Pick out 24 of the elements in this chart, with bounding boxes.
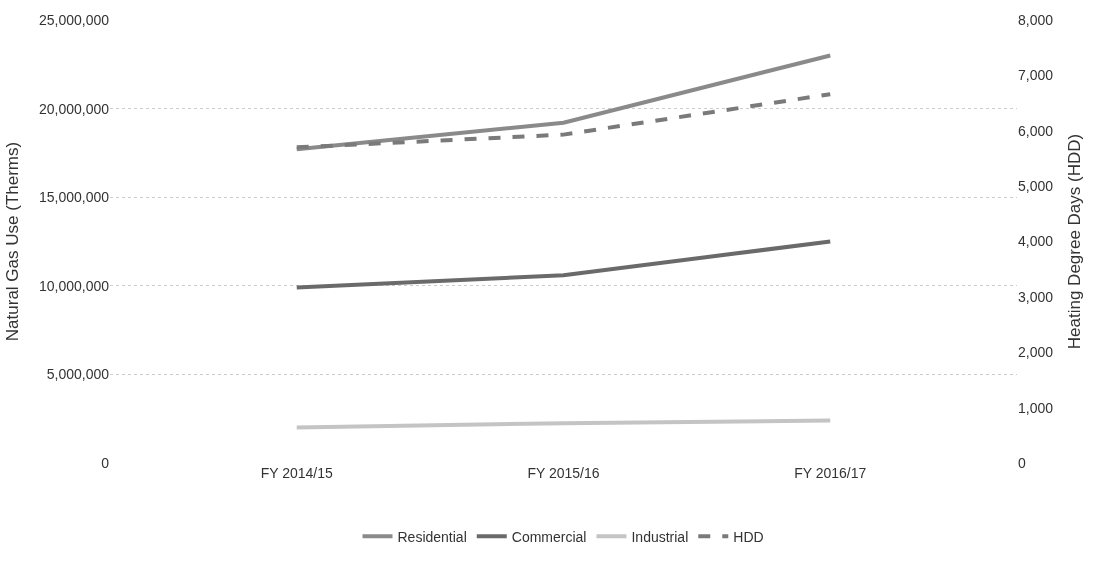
x-tick-label: FY 2016/17	[794, 465, 867, 481]
y-tick-label: 5,000,000	[46, 366, 110, 383]
y-tick-label: 0	[101, 454, 110, 471]
x-tick-label: FY 2014/15	[260, 465, 334, 481]
legend-label: Commercial	[511, 528, 587, 545]
y2-tick-label: 3,000	[1018, 288, 1054, 305]
y2-tick-label: 2,000	[1018, 344, 1054, 361]
y-tick-label: 25,000,000	[38, 11, 110, 28]
y2-tick-label: 1,000	[1018, 399, 1054, 416]
y2-tick-label: 0	[1018, 454, 1026, 471]
legend-label: Residential	[397, 528, 467, 545]
y2-tick-label: 7,000	[1018, 67, 1054, 84]
y2-tick-label: 4,000	[1018, 233, 1054, 250]
y-tick-label: 15,000,000	[38, 189, 110, 206]
y-tick-label: 20,000,000	[38, 100, 110, 117]
y-tick-label: 10,000,000	[38, 277, 110, 294]
y2-tick-label: 8,000	[1018, 11, 1054, 28]
y-axis-title: Natural Gas Use (Therms)	[3, 141, 23, 342]
legend-label: Industrial	[631, 528, 689, 545]
legend-label: HDD	[733, 528, 764, 545]
y2-tick-label: 5,000	[1018, 178, 1054, 195]
y2-axis-title: Heating Degree Days (HDD)	[1064, 133, 1084, 350]
y2-tick-label: 6,000	[1018, 122, 1054, 139]
x-tick-label: FY 2015/16	[527, 465, 600, 481]
